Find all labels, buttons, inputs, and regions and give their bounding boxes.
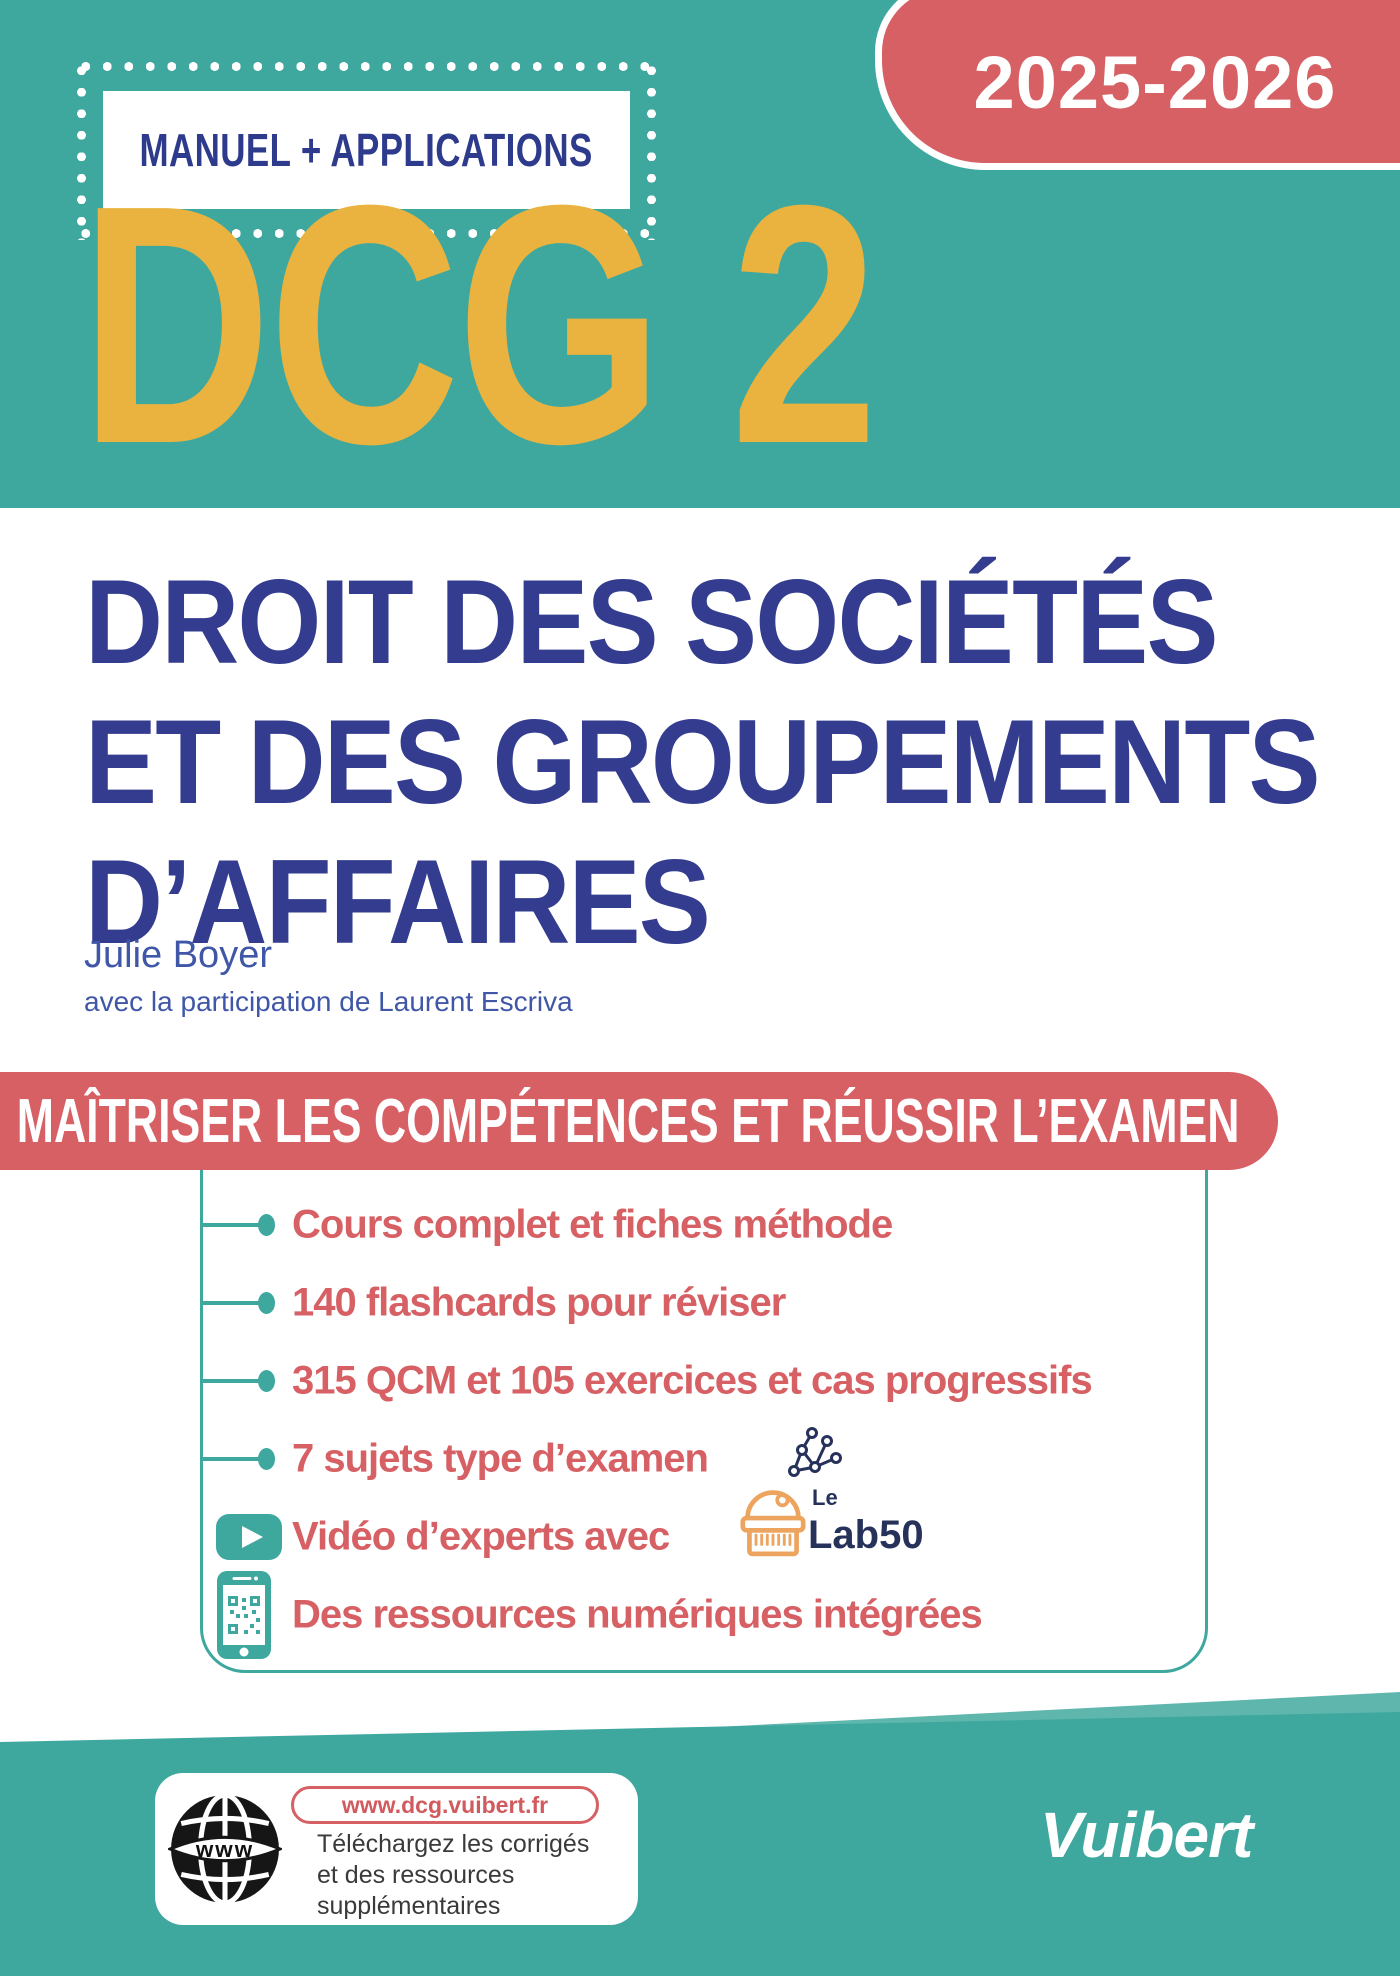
connector-line bbox=[200, 1457, 259, 1461]
connector-line bbox=[200, 1379, 259, 1383]
bullet-dot-icon bbox=[258, 1370, 275, 1392]
website-url-pill: www.dcg.vuibert.fr bbox=[291, 1786, 599, 1824]
website-url: www.dcg.vuibert.fr bbox=[341, 1791, 549, 1818]
feature-label: Cours complet et fiches méthode bbox=[292, 1202, 893, 1247]
author-note: avec la participation de Laurent Escriva bbox=[84, 986, 573, 1017]
bullet-dot-icon bbox=[258, 1214, 275, 1236]
feature-row: 315 QCM et 105 exercices et cas progress… bbox=[200, 1351, 1208, 1411]
tagline-dotted-frame: MANUEL + APPLICATIONS bbox=[75, 60, 658, 240]
feature-label: 315 QCM et 105 exercices et cas progress… bbox=[292, 1358, 1093, 1403]
download-note-line: Téléchargez les corrigés bbox=[317, 1830, 590, 1858]
feature-label: 7 sujets type d’examen bbox=[292, 1436, 709, 1481]
publisher-logo: Vuibert bbox=[1040, 1799, 1253, 1871]
bullet-dot-icon bbox=[258, 1448, 275, 1470]
feature-row: 7 sujets type d’examen bbox=[200, 1427, 1208, 1489]
download-info-box: www www.dcg.vuibert.fr Téléchargez les c… bbox=[155, 1773, 638, 1925]
exam-banner: MAÎTRISER LES COMPÉTENCES ET RÉUSSIR L’E… bbox=[0, 1072, 1278, 1170]
book-title-line: D’AFFAIRES bbox=[85, 835, 711, 969]
feature-label: Des ressources numériques intégrées bbox=[292, 1592, 983, 1637]
lab50-name-text: Lab50 bbox=[808, 1513, 924, 1557]
download-note-line: supplémentaires bbox=[317, 1892, 501, 1920]
download-note: Téléchargez les corrigés et des ressourc… bbox=[317, 1829, 589, 1922]
edition-badge: 2025-2026 bbox=[875, 0, 1400, 170]
book-title-line: ET DES GROUPEMENTS bbox=[85, 695, 1321, 829]
edition-badge-text: 2025-2026 bbox=[973, 40, 1337, 124]
globe-www-label: www bbox=[195, 1837, 254, 1862]
play-video-icon bbox=[216, 1514, 282, 1565]
tagline-box: MANUEL + APPLICATIONS bbox=[103, 91, 630, 209]
globe-www-icon: www bbox=[166, 1792, 284, 1911]
feature-label: 140 flashcards pour réviser bbox=[292, 1280, 786, 1325]
feature-row: Vidéo d’experts avec Le Lab50 bbox=[200, 1485, 1208, 1567]
connector-line bbox=[200, 1223, 259, 1227]
author-name: Julie Boyer bbox=[84, 934, 272, 976]
bottom-band: www www.dcg.vuibert.fr Téléchargez les c… bbox=[0, 1690, 1400, 1976]
feature-label: Vidéo d’experts avec bbox=[292, 1514, 670, 1559]
book-title-line: DROIT DES SOCIÉTÉS bbox=[85, 555, 1219, 689]
lab50-dome-icon bbox=[740, 1479, 806, 1564]
tagline-text: MANUEL + APPLICATIONS bbox=[139, 124, 594, 176]
network-icon bbox=[780, 1425, 842, 1488]
feature-row: Des ressources numériques intégrées bbox=[200, 1571, 1208, 1659]
series-title: DCG 2 bbox=[80, 135, 878, 515]
lab50-le-text: Le bbox=[812, 1485, 838, 1510]
features-frame bbox=[200, 1122, 1208, 1673]
connector-line bbox=[200, 1301, 259, 1305]
exam-banner-text: MAÎTRISER LES COMPÉTENCES ET RÉUSSIR L’E… bbox=[16, 1086, 1240, 1156]
phone-qr-icon bbox=[216, 1570, 272, 1665]
feature-row: 140 flashcards pour réviser bbox=[200, 1273, 1208, 1333]
book-title: DROIT DES SOCIÉTÉS ET DES GROUPEMENTS D’… bbox=[85, 552, 1321, 972]
download-note-line: et des ressources bbox=[317, 1861, 515, 1889]
feature-row: Cours complet et fiches méthode bbox=[200, 1195, 1208, 1255]
bullet-dot-icon bbox=[258, 1292, 275, 1314]
